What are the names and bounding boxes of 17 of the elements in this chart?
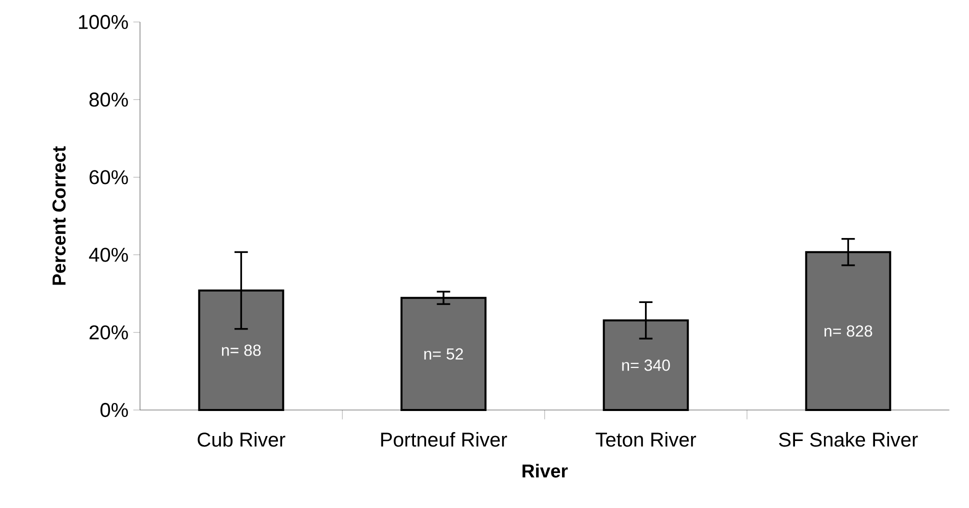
y-tick-label: 80% bbox=[89, 92, 128, 107]
y-tick-label: 20% bbox=[90, 325, 128, 340]
annotation: n= 52 bbox=[424, 348, 463, 360]
y-tick-label: 0% bbox=[100, 402, 128, 418]
y-tick-label: 40% bbox=[89, 248, 128, 262]
x-tick-label: Cub River bbox=[198, 432, 286, 447]
bar bbox=[400, 296, 487, 411]
annotation: n= 828 bbox=[824, 325, 872, 337]
x-axis-title: River bbox=[522, 464, 568, 478]
y-axis-title: Percent Correct bbox=[52, 146, 66, 285]
annotation: n= 88 bbox=[222, 344, 261, 356]
annotation: n= 340 bbox=[622, 360, 670, 371]
x-tick-label: Teton River bbox=[596, 432, 696, 447]
x-tick-label: Portneuf River bbox=[381, 432, 508, 447]
x-tick-label: SF Snake River bbox=[779, 432, 918, 447]
y-tick-label: 100% bbox=[79, 14, 128, 30]
y-tick-label: 60% bbox=[90, 170, 128, 184]
